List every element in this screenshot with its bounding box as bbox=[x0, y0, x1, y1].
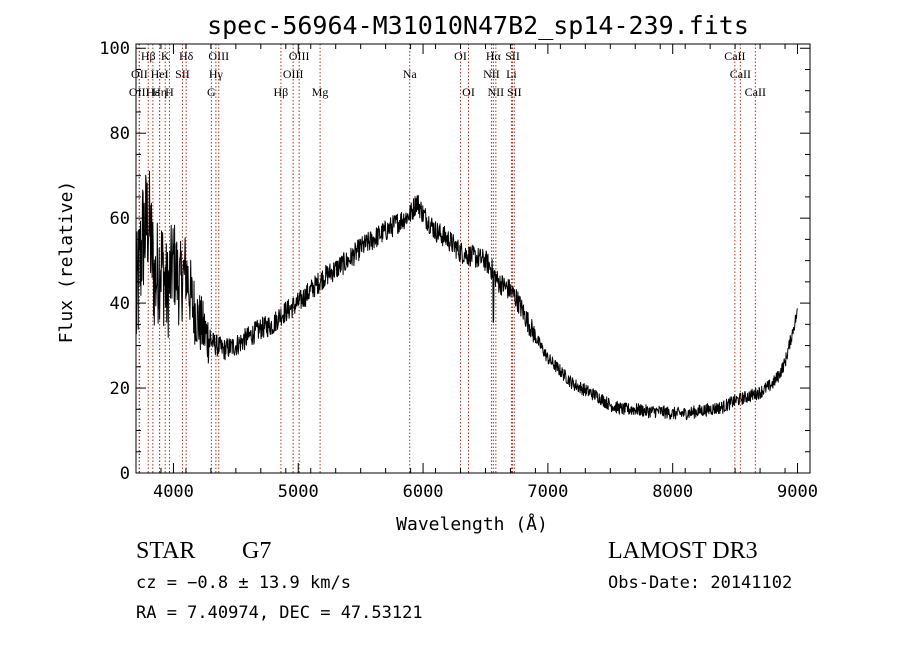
spectral-line-label: Hδ bbox=[179, 49, 194, 63]
spectral-line-label: SII bbox=[175, 67, 190, 81]
spectral-line-label: Hγ bbox=[209, 67, 224, 81]
spectral-line-label: OI bbox=[454, 49, 467, 63]
y-axis-label: Flux (relative) bbox=[56, 181, 77, 344]
spectral-line-label: OIII bbox=[283, 67, 304, 81]
y-tick-label: 40 bbox=[110, 294, 130, 314]
spectral-line-label: Hβ bbox=[141, 49, 156, 63]
spectral-line-label: HeI bbox=[151, 67, 169, 81]
spectral-line-markers bbox=[138, 44, 756, 473]
spectral-line-label: NII bbox=[488, 85, 505, 99]
spectral-line-label: CaII bbox=[730, 67, 751, 81]
sky-coordinates: RA = 7.40974, DEC = 47.53121 bbox=[136, 603, 423, 623]
spectrum-chart: spec-56964-M31010N47B2_sp14-239.fits 400… bbox=[56, 11, 818, 535]
spectral-line-label: G bbox=[207, 85, 216, 99]
chart-title: spec-56964-M31010N47B2_sp14-239.fits bbox=[207, 11, 749, 40]
y-tick-label: 100 bbox=[99, 39, 130, 59]
object-class: STAR bbox=[136, 538, 196, 564]
spectral-line-label: Na bbox=[403, 67, 418, 81]
spectral-line-label: Hα bbox=[486, 49, 502, 63]
spectrum-trace bbox=[135, 170, 798, 421]
spectral-line-label: SII bbox=[505, 49, 520, 63]
y-tick-label: 20 bbox=[110, 379, 130, 399]
x-tick-label: 7000 bbox=[527, 482, 568, 502]
spectral-line-label: Hε bbox=[146, 85, 160, 99]
spectral-line-label: OIII bbox=[129, 85, 150, 99]
spectral-line-label: Mg bbox=[312, 85, 329, 99]
spectral-line-label: OIII bbox=[208, 49, 229, 63]
y-tick-label: 60 bbox=[110, 209, 130, 229]
spectral-line-label: CaII bbox=[745, 85, 766, 99]
spectral-line-label: CaII bbox=[724, 49, 745, 63]
spectral-line-label: K bbox=[161, 49, 170, 63]
observation-date: Obs-Date: 20141102 bbox=[608, 573, 793, 593]
spectral-line-label: NII bbox=[483, 67, 500, 81]
y-tick-label: 80 bbox=[110, 124, 130, 144]
axis-ticks: 4000 5000 6000 7000 8000 9000 0 20 40 60 80 100 bbox=[99, 39, 818, 502]
spectral-line-label: H bbox=[165, 85, 174, 99]
x-tick-label: 5000 bbox=[278, 482, 319, 502]
y-tick-label: 0 bbox=[120, 464, 130, 484]
spectral-line-label: Hη bbox=[152, 85, 167, 99]
x-tick-label: 8000 bbox=[652, 482, 693, 502]
spectral-line-label: Li bbox=[506, 67, 517, 81]
spectral-line-label: SII bbox=[507, 85, 522, 99]
survey-name: LAMOST DR3 bbox=[608, 538, 758, 564]
spectral-line-label: OI bbox=[462, 85, 475, 99]
x-tick-label: 4000 bbox=[153, 482, 194, 502]
plot-frame bbox=[135, 43, 811, 474]
object-subclass: G7 bbox=[242, 538, 272, 564]
spectral-line-label: Hβ bbox=[274, 85, 289, 99]
x-tick-label: 6000 bbox=[403, 482, 444, 502]
redshift-readout: cz = −0.8 ± 13.9 km/s bbox=[136, 573, 351, 593]
spectrum-line bbox=[135, 170, 798, 421]
spectral-line-label: OIII bbox=[289, 49, 310, 63]
x-axis-label: Wavelength (Å) bbox=[396, 513, 548, 535]
spectral-line-label: OII bbox=[131, 67, 148, 81]
x-tick-label: 9000 bbox=[777, 482, 818, 502]
